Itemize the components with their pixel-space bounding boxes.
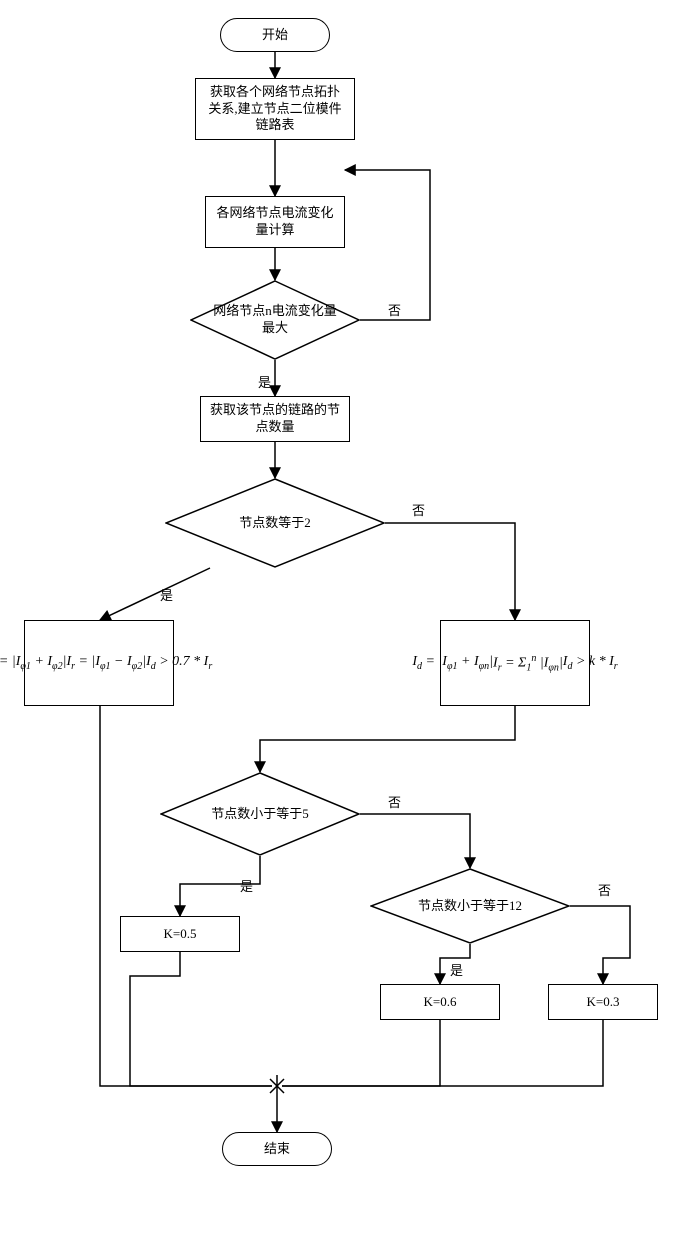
node-end: 结束 <box>222 1132 332 1166</box>
node-k03: K=0.3 <box>548 984 658 1020</box>
node-decIsMax: 网络节点n电流变化量最大 <box>190 280 360 360</box>
edge <box>260 706 515 772</box>
edge <box>100 706 272 1086</box>
branch-label-no: 否 <box>598 880 611 899</box>
edge <box>282 1020 603 1086</box>
node-formulaL: Id = |Iφ1 + Iφ2|Ir = |Iφ1 − Iφ2|Id > 0.7… <box>24 620 174 706</box>
node-label: 节点数等于2 <box>221 515 329 532</box>
node-label: 网络节点n电流变化量最大 <box>190 303 360 337</box>
node-start: 开始 <box>220 18 330 52</box>
branch-label-yes: 是 <box>240 876 253 895</box>
branch-label-yes: 是 <box>450 960 463 979</box>
flowchart-canvas: 开始获取各个网络节点拓扑关系,建立节点二位模件链路表各网络节点电流变化量计算网络… <box>0 0 680 1240</box>
branch-label-yes: 是 <box>160 585 173 604</box>
node-label: 节点数小于等于5 <box>193 806 327 823</box>
node-k06: K=0.6 <box>380 984 500 1020</box>
edge <box>385 523 515 620</box>
edge <box>570 906 630 984</box>
node-calcAll: 各网络节点电流变化量计算 <box>205 196 345 248</box>
node-label: 节点数小于等于12 <box>400 898 540 915</box>
node-decLe12: 节点数小于等于12 <box>370 868 570 944</box>
node-decEq2: 节点数等于2 <box>165 478 385 568</box>
edge <box>100 568 210 620</box>
edge <box>282 1020 440 1086</box>
branch-label-yes: 是 <box>258 372 271 391</box>
node-decLe5: 节点数小于等于5 <box>160 772 360 856</box>
node-getTopo: 获取各个网络节点拓扑关系,建立节点二位模件链路表 <box>195 78 355 140</box>
edge <box>130 952 272 1086</box>
branch-label-no: 否 <box>388 300 401 319</box>
node-formulaR: Id = |Iφ1 + Iφn|Ir = Σ1n |Iφn|Id > k * I… <box>440 620 590 706</box>
branch-label-no: 否 <box>388 792 401 811</box>
branch-label-no: 否 <box>412 500 425 519</box>
edge <box>360 814 470 868</box>
node-getCount: 获取该节点的链路的节点数量 <box>200 396 350 442</box>
node-k05: K=0.5 <box>120 916 240 952</box>
